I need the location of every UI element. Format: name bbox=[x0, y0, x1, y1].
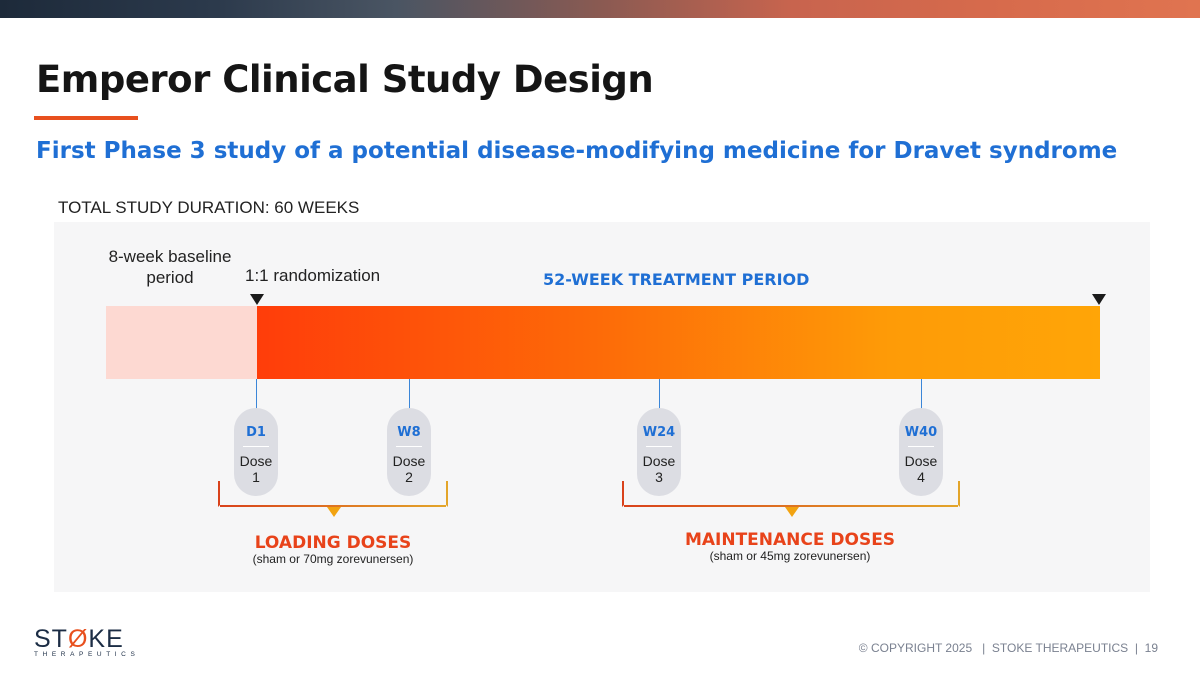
randomization-marker-icon bbox=[250, 294, 264, 305]
dose-marker-d1: D1 Dose 1 bbox=[234, 408, 278, 496]
bracket-pointer-icon bbox=[327, 507, 341, 517]
dose-divider bbox=[243, 446, 269, 447]
bracket-base bbox=[220, 505, 446, 507]
loading-doses-detail: (sham or 70mg zorevunersen) bbox=[252, 552, 414, 566]
treatment-period-label: 52-WEEK TREATMENT PERIOD bbox=[543, 270, 810, 289]
dose-connector-d1 bbox=[256, 379, 257, 409]
logo-wordmark: STØKE bbox=[34, 625, 139, 654]
footer-copyright: © COPYRIGHT 2025 bbox=[858, 641, 973, 655]
dose-connector-w40 bbox=[921, 379, 922, 409]
dose-connector-w24 bbox=[659, 379, 660, 409]
dose-label: Dose 3 bbox=[637, 453, 681, 485]
dose-word: Dose bbox=[239, 453, 273, 469]
maintenance-doses-detail: (sham or 45mg zorevunersen) bbox=[709, 549, 871, 563]
title-underline bbox=[34, 116, 138, 120]
dose-number: 2 bbox=[405, 469, 413, 485]
slide-subtitle: First Phase 3 study of a potential disea… bbox=[36, 138, 1118, 164]
maintenance-doses-title: MAINTENANCE DOSES bbox=[684, 530, 896, 550]
dose-week: W8 bbox=[397, 425, 421, 440]
end-of-study-marker-icon bbox=[1092, 294, 1106, 305]
bracket-base bbox=[624, 505, 958, 507]
dose-connector-w8 bbox=[409, 379, 410, 409]
study-design-panel bbox=[54, 222, 1150, 592]
dose-divider bbox=[908, 446, 934, 447]
slide-footer: © COPYRIGHT 2025 | STOKE THERAPEUTICS | … bbox=[858, 641, 1158, 655]
dose-label: Dose 2 bbox=[387, 453, 431, 485]
dose-word: Dose bbox=[392, 453, 426, 469]
dose-week: W40 bbox=[904, 425, 938, 440]
slide-title: Emperor Clinical Study Design bbox=[36, 58, 654, 101]
page-number: 19 bbox=[1144, 641, 1158, 655]
logo-mark-icon: Ø bbox=[67, 625, 89, 653]
dose-label: Dose 4 bbox=[899, 453, 943, 485]
dose-word: Dose bbox=[642, 453, 676, 469]
dose-divider bbox=[646, 446, 672, 447]
footer-company: STOKE THERAPEUTICS bbox=[991, 641, 1129, 655]
dose-number: 4 bbox=[917, 469, 925, 485]
maintenance-doses-bracket bbox=[622, 481, 960, 517]
dose-number: 3 bbox=[655, 469, 663, 485]
bracket-pointer-icon bbox=[785, 507, 799, 517]
dose-marker-w40: W40 Dose 4 bbox=[899, 408, 943, 496]
dose-marker-w24: W24 Dose 3 bbox=[637, 408, 681, 496]
baseline-period-label: 8-week baseline period bbox=[108, 247, 232, 287]
baseline-period-bar bbox=[106, 306, 257, 379]
loading-doses-bracket bbox=[218, 481, 448, 517]
logo-tagline: THERAPEUTICS bbox=[34, 651, 140, 658]
randomization-label: 1:1 randomization bbox=[245, 266, 381, 285]
dose-word: Dose bbox=[904, 453, 938, 469]
stoke-logo: STØKE THERAPEUTICS bbox=[34, 625, 139, 658]
top-banner bbox=[0, 0, 1200, 18]
logo-letters-left: ST bbox=[34, 625, 68, 653]
dose-label: Dose 1 bbox=[234, 453, 278, 485]
treatment-period-bar bbox=[257, 306, 1100, 379]
logo-letters-right: KE bbox=[88, 625, 124, 653]
dose-divider bbox=[396, 446, 422, 447]
dose-marker-w8: W8 Dose 2 bbox=[387, 408, 431, 496]
loading-doses-title: LOADING DOSES bbox=[254, 533, 412, 553]
dose-week: W24 bbox=[642, 425, 676, 440]
total-duration-label: TOTAL STUDY DURATION: 60 WEEKS bbox=[58, 198, 360, 217]
dose-week: D1 bbox=[246, 425, 266, 440]
dose-number: 1 bbox=[252, 469, 260, 485]
